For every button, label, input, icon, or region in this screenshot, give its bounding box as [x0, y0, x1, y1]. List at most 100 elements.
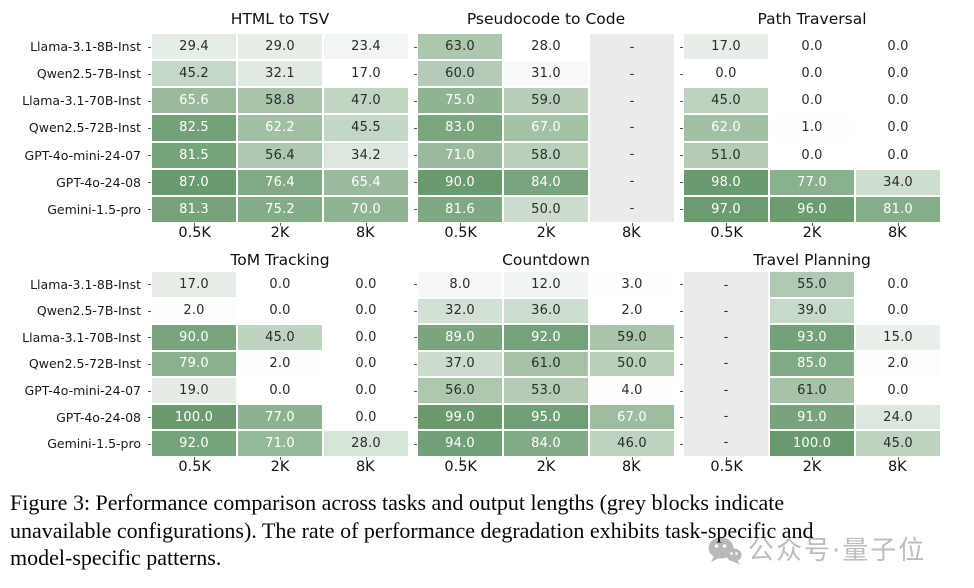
- heatmap-cell: 63.0: [414, 34, 502, 60]
- heatmap-cell: 0.0: [770, 34, 854, 60]
- y-axis-tick: [414, 390, 417, 392]
- heatmap-cell: [680, 299, 768, 324]
- heatmap-cell: 45.5: [324, 115, 408, 141]
- x-axis-tick: [366, 456, 367, 460]
- heatmap-cell: [680, 325, 768, 350]
- x-tick-label: 2K: [536, 225, 556, 241]
- figure-caption: Figure 3: Performance comparison across …: [10, 489, 966, 572]
- heatmap-cell: [680, 405, 768, 430]
- heatmap-cell: [590, 197, 674, 226]
- row-label: Gemini-1.5-pro: [47, 436, 141, 452]
- heatmap-cell: 81.6: [414, 196, 502, 226]
- heatmap-cells: 17.0 0.0 0.0 0.0 0.0 0.0 45.0 0.0 0.0 62.0 1.0 0.0 5…: [680, 34, 940, 226]
- x-axis-tick: [460, 456, 461, 460]
- heatmap-cell: 23.4: [324, 34, 408, 60]
- y-axis-tick: [148, 155, 151, 157]
- x-tick-label: 8K: [887, 459, 907, 475]
- row-label: Llama-3.1-8B-Inst: [30, 39, 141, 55]
- heatmap-cell: 0.0: [856, 34, 940, 60]
- heatmap-cell: 77.0: [770, 169, 854, 195]
- heatmap-cell: 94.0: [414, 431, 502, 460]
- row-label: GPT-4o-24-08: [56, 409, 141, 425]
- x-axis-tick: [460, 222, 461, 226]
- row-label: Llama-3.1-70B-Inst: [22, 329, 141, 345]
- unavailable-cell: -: [629, 120, 635, 136]
- heatmap-cell: 4.0: [590, 378, 674, 403]
- x-tick-label: 0.5K: [710, 225, 743, 241]
- unavailable-cell: -: [723, 382, 729, 398]
- heatmap-cell: 0.0: [680, 61, 768, 87]
- heatmap-cell: 0.0: [324, 325, 408, 350]
- heatmap-cell: 59.0: [504, 88, 588, 114]
- y-axis-tick: [414, 284, 417, 286]
- x-axis-tick: [898, 456, 899, 460]
- x-axis-labels: 0.5K 2K 8K: [152, 456, 408, 478]
- x-axis-tick: [898, 222, 899, 226]
- model-labels: Llama-3.1-8B-Inst Qwen2.5-7B-Inst Llama-3.…: [0, 272, 148, 456]
- model-labels: Llama-3.1-8B-Inst Qwen2.5-7B-Inst Llama-3.…: [0, 34, 148, 222]
- heatmap-cell: 55.0: [770, 272, 854, 297]
- y-axis-tick: [680, 310, 683, 312]
- heatmap-cell: 58.8: [238, 88, 322, 114]
- unavailable-cell: -: [629, 147, 635, 163]
- row-label: GPT-4o-24-08: [56, 174, 141, 190]
- heatmap-cell: 0.0: [856, 378, 940, 403]
- heatmap-cell: [680, 431, 768, 460]
- heatmap-cell: 2.0: [856, 351, 940, 377]
- heatmap-cell: 0.0: [324, 272, 408, 297]
- y-axis-tick: [680, 337, 683, 339]
- heatmap-cell: [680, 352, 768, 377]
- y-axis-tick: [680, 209, 683, 211]
- y-axis-tick: [148, 182, 151, 184]
- heatmap-cell: 37.0: [414, 351, 502, 377]
- unavailable-block: - - - - - - -: [590, 34, 674, 222]
- heatmap-cell: 34.0: [856, 169, 940, 195]
- heatmap-cell: 45.0: [238, 325, 322, 350]
- heatmap-cell: 79.0: [148, 351, 236, 377]
- unavailable-cell: -: [629, 201, 635, 217]
- x-tick-label: 0.5K: [444, 459, 477, 475]
- heatmap-cell: 50.0: [504, 196, 588, 226]
- heatmap-cell: 96.0: [770, 196, 854, 226]
- heatmap-grid-top: Llama-3.1-8B-Inst Qwen2.5-7B-Inst Llama-3.…: [0, 6, 974, 248]
- x-axis-tick: [726, 456, 727, 460]
- heatmap-cell: 0.0: [856, 88, 940, 114]
- heatmap-cell: 71.0: [238, 431, 322, 460]
- x-tick-label: 8K: [621, 225, 641, 241]
- y-axis-tick: [148, 443, 151, 445]
- unavailable-cell: -: [629, 93, 635, 109]
- heatmap-cell: 0.0: [324, 378, 408, 403]
- heatmap-cell: 95.0: [504, 404, 588, 430]
- caption-line-1: Figure 3: Performance comparison across …: [10, 490, 785, 515]
- x-axis-tick: [546, 456, 547, 460]
- y-axis-tick: [148, 100, 151, 102]
- heatmap-cell: 58.0: [504, 142, 588, 168]
- heatmap-cell: 84.0: [504, 431, 588, 460]
- heatmap-cell: 0.0: [238, 378, 322, 403]
- y-axis-tick: [414, 209, 417, 211]
- row-label: GPT-4o-mini-24-07: [24, 147, 141, 163]
- panel-title: Pseudocode to Code: [466, 10, 626, 28]
- panel-title: Travel Planning: [753, 251, 871, 269]
- unavailable-cell: -: [629, 39, 635, 55]
- heatmap-cell: 17.0: [148, 272, 236, 297]
- y-axis-tick: [414, 127, 417, 129]
- heatmap-cell: 2.0: [148, 298, 236, 324]
- y-axis-tick: [148, 209, 151, 211]
- y-axis-tick: [414, 155, 417, 157]
- row-label: Gemini-1.5-pro: [47, 201, 141, 217]
- y-axis-tick: [148, 310, 151, 312]
- unavailable-cell: -: [723, 435, 729, 451]
- heatmap-cell: 75.0: [414, 88, 502, 114]
- x-axis-labels: 0.5K 2K 8K: [684, 456, 940, 478]
- heatmap-cell: 90.0: [414, 169, 502, 195]
- row-label: Qwen2.5-7B-Inst: [36, 303, 141, 319]
- heatmap-cell: 65.6: [148, 88, 236, 114]
- heatmap-cell: 100.0: [770, 431, 854, 460]
- heatmap-cell: 0.0: [856, 272, 940, 297]
- heatmap-cell: 8.0: [414, 272, 502, 297]
- heatmap-cell: 90.0: [148, 325, 236, 350]
- unavailable-cell: -: [629, 66, 635, 82]
- y-axis-tick: [414, 443, 417, 445]
- heatmap-cell: 15.0: [856, 325, 940, 350]
